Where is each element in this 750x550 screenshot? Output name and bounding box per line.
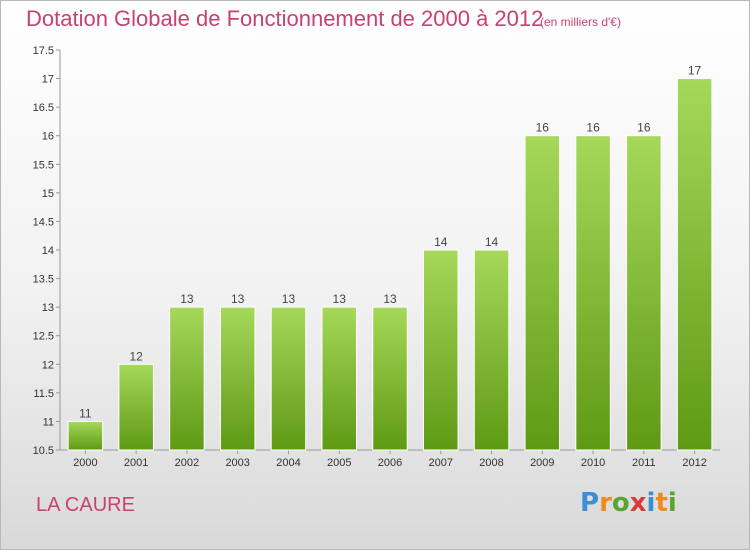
y-tick-label: 12.5	[33, 331, 54, 343]
bar-value-label: 16	[637, 121, 651, 135]
bar-value-label: 13	[231, 292, 245, 306]
x-tick-label: 2000	[73, 457, 97, 469]
bar	[524, 135, 561, 451]
y-tick-label: 15	[42, 188, 54, 200]
bar	[626, 135, 662, 451]
proxiti-logo: Proxiti	[580, 488, 677, 518]
bar	[169, 306, 205, 451]
x-tick-label: 2007	[429, 457, 453, 469]
y-tick-label: 14.5	[33, 216, 54, 228]
x-tick-label: 2004	[276, 457, 300, 469]
y-tick-label: 11	[43, 416, 54, 428]
y-tick-label: 10.5	[33, 445, 54, 457]
bar	[676, 78, 713, 451]
bar-value-label: 11	[79, 406, 92, 420]
x-tick-label: 2010	[581, 457, 605, 469]
x-tick-label: 2011	[632, 457, 656, 469]
chart-title: Dotation Globale de Fonctionnement de 20…	[26, 6, 544, 31]
x-tick-label: 2009	[530, 457, 554, 469]
y-tick-label: 14	[42, 245, 54, 257]
logo-letter: i	[667, 488, 677, 518]
logo-letter: r	[599, 488, 612, 518]
x-tick-label: 2005	[327, 457, 351, 469]
bar	[321, 306, 357, 451]
logo-letter: P	[580, 488, 600, 518]
bar-value-label: 13	[180, 292, 194, 306]
logo-letter: o	[611, 488, 630, 518]
bar-value-label: 16	[536, 121, 550, 135]
bar	[575, 135, 611, 451]
y-tick-label: 12	[42, 359, 54, 371]
bar-value-label: 16	[586, 121, 600, 135]
y-tick-label: 11.5	[33, 388, 54, 400]
x-tick-label: 2002	[175, 457, 199, 469]
y-tick-label: 17.5	[33, 45, 54, 57]
logo-letter: i	[646, 488, 656, 518]
bar	[67, 420, 104, 451]
x-tick-label: 2001	[124, 457, 148, 469]
bar	[372, 306, 408, 451]
bar-value-label: 13	[383, 292, 397, 306]
y-tick-label: 13.5	[33, 274, 54, 286]
y-tick-label: 16	[42, 131, 54, 143]
x-tick-label: 2008	[479, 457, 503, 469]
bar	[270, 306, 307, 451]
bar-value-label: 14	[434, 235, 448, 249]
x-tick-label: 2012	[682, 457, 706, 469]
bar-value-label: 14	[485, 235, 499, 249]
y-tick-label: 17	[42, 74, 54, 86]
bar	[219, 306, 256, 451]
bar-value-label: 13	[282, 292, 296, 306]
logo-letter: x	[629, 488, 647, 518]
bar-value-label: 12	[129, 349, 143, 363]
y-tick-label: 16.5	[33, 102, 54, 114]
chart-subtitle: (en milliers d'€)	[540, 15, 621, 29]
x-tick-label: 2003	[225, 457, 249, 469]
logo-letter: t	[655, 488, 668, 518]
bar	[473, 249, 510, 451]
x-tick-label: 2006	[378, 457, 402, 469]
commune-name: LA CAURE	[36, 494, 135, 516]
bar-value-label: 17	[688, 64, 702, 78]
bar	[423, 249, 459, 451]
chart-bars: 11 12 13 13 13 13 13 14 14 16 16 16 17	[67, 64, 713, 451]
bar-value-label: 13	[333, 292, 347, 306]
y-tick-label: 15.5	[33, 159, 54, 171]
bar	[118, 363, 154, 451]
y-tick-label: 13	[42, 302, 54, 314]
